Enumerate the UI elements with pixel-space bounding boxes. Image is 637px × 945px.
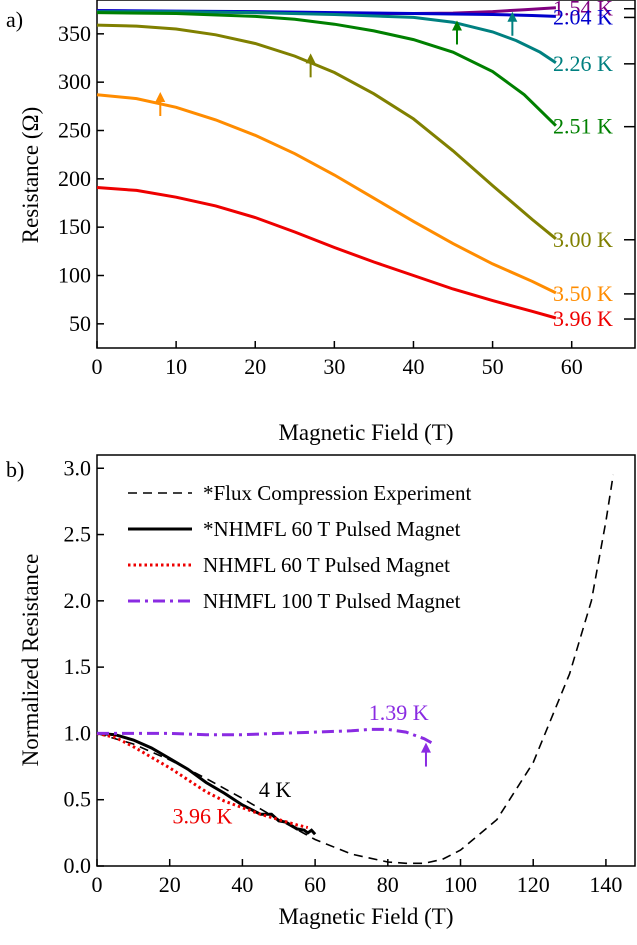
series-line-300k [96, 23, 557, 240]
series-line-226k [97, 10, 557, 65]
panel-a-y-axis-label: Resistance (Ω) [18, 107, 43, 244]
series-line-251k [96, 11, 557, 127]
panel-a-plot-frame [96, 0, 636, 349]
series-line-396k [96, 186, 557, 320]
panel-a-series [96, 6, 557, 320]
temperature-annotation: 4 K [259, 777, 292, 802]
panel-b-x-tick-label: 120 [517, 872, 550, 897]
panel-b-y-ticks: 0.0 0.5 1.0 1.5 2.0 2.5 3.0 [64, 455, 104, 878]
panel-a-label: a) [6, 7, 23, 32]
panel-a-y-ticks: 50 100 150 200 250 300 350 [58, 21, 104, 336]
series-label: 3.00 K [553, 227, 613, 252]
panel-a-y-tick-label: 150 [58, 214, 91, 239]
panel-a-y-tick-label: 300 [58, 69, 91, 94]
series-label: 1.54 K [553, 0, 613, 21]
panel-b-x-tick-label: 100 [444, 872, 477, 897]
panel-b-x-tick-label: 40 [231, 872, 253, 897]
panel-a-x-tick-label: 60 [561, 354, 583, 379]
panel-a-x-axis-label: Magnetic Field (T) [278, 420, 453, 445]
series-line-dotted [96, 731, 309, 830]
arrow-marker-head [155, 92, 166, 102]
panel-a-x-tick-label: 40 [402, 354, 424, 379]
panel-a-x-tick-label: 50 [482, 354, 504, 379]
series-label: 3.96 K [553, 306, 613, 331]
panel-a-series-labels: 1.54 K2.04 K 2.26 K 2.51 K 3.00 K 3.50 K3.96… [553, 0, 635, 331]
panel-b-arrows [420, 742, 431, 767]
legend-label: *Flux Compression Experiment [203, 481, 471, 505]
series-line-350k [96, 93, 557, 295]
panel-a-x-tick-label: 30 [323, 354, 345, 379]
panel-a-x-tick-label: 10 [165, 354, 187, 379]
arrow-marker-head [420, 742, 431, 753]
arrow-marker-head [451, 20, 462, 31]
panel-b-x-tick-label: 0 [92, 872, 103, 897]
panel-a-y-tick-label: 200 [58, 166, 91, 191]
panel-b-x-tick-label: 60 [304, 872, 326, 897]
panel-b-x-tick-label: 80 [377, 872, 399, 897]
series-label: 2.26 K [553, 51, 613, 76]
series-line-solid [96, 731, 317, 836]
panel-b-y-tick-label: 2.0 [64, 588, 92, 613]
panel-b-y-tick-label: 0.5 [64, 787, 92, 812]
panel-b-y-tick-label: 1.0 [64, 720, 92, 745]
panel-a-y-tick-label: 350 [58, 21, 91, 46]
arrow-marker-head [507, 11, 518, 22]
panel-b-x-tick-label: 140 [589, 872, 622, 897]
legend-label: *NHMFL 60 T Pulsed Magnet [203, 517, 461, 541]
series-line-dashdot [97, 727, 433, 745]
panel-b-y-tick-label: 0.0 [64, 853, 92, 878]
panel-b-label: b) [6, 457, 24, 482]
panel-a: a) 0 10 20 30 40 50 60 50 100 150 200 250 300 350 1.… [6, 0, 636, 445]
panel-a-x-ticks: 0 10 20 30 40 50 60 [92, 341, 583, 379]
panel-b-legend: *Flux Compression Experiment *NHMFL 60 T … [128, 481, 471, 613]
panel-a-y-tick-label: 250 [58, 118, 91, 143]
panel-b-y-tick-label: 1.5 [64, 654, 92, 679]
panel-b-x-axis-label: Magnetic Field (T) [278, 904, 453, 929]
legend-label: NHMFL 60 T Pulsed Magnet [203, 553, 450, 577]
series-label: 2.51 K [553, 114, 613, 139]
panel-a-y-tick-label: 100 [58, 263, 91, 288]
panel-b-y-axis-label: Normalized Resistance [18, 554, 43, 767]
series-label: 2.04 K [553, 4, 613, 29]
panel-b: b) 0 20 40 60 80 100 120 140 0.0 0.5 1.0 1.5 2.0 2.5… [6, 454, 636, 929]
arrow-marker-head [305, 53, 316, 64]
panel-b-series [96, 474, 614, 865]
panel-a-y-tick-label: 50 [69, 311, 91, 336]
panel-b-y-tick-label: 3.0 [64, 455, 92, 480]
panel-b-y-tick-label: 2.5 [64, 522, 92, 547]
panel-b-x-ticks: 0 20 40 60 80 100 120 140 [92, 859, 622, 897]
temperature-annotation: 1.39 K [369, 700, 429, 725]
panel-a-x-tick-label: 0 [92, 354, 103, 379]
panel-a-arrows [155, 11, 518, 116]
series-line-dashed [96, 474, 614, 865]
panel-b-plot-frame [96, 454, 636, 867]
panel-b-annotations: 1.39 K 4 K 3.96 K [172, 700, 428, 828]
series-label: 3.50 K [553, 281, 613, 306]
legend-label: NHMFL 100 T Pulsed Magnet [203, 589, 461, 613]
panel-a-x-tick-label: 20 [244, 354, 266, 379]
temperature-annotation: 3.96 K [172, 804, 232, 829]
panel-b-x-tick-label: 20 [159, 872, 181, 897]
